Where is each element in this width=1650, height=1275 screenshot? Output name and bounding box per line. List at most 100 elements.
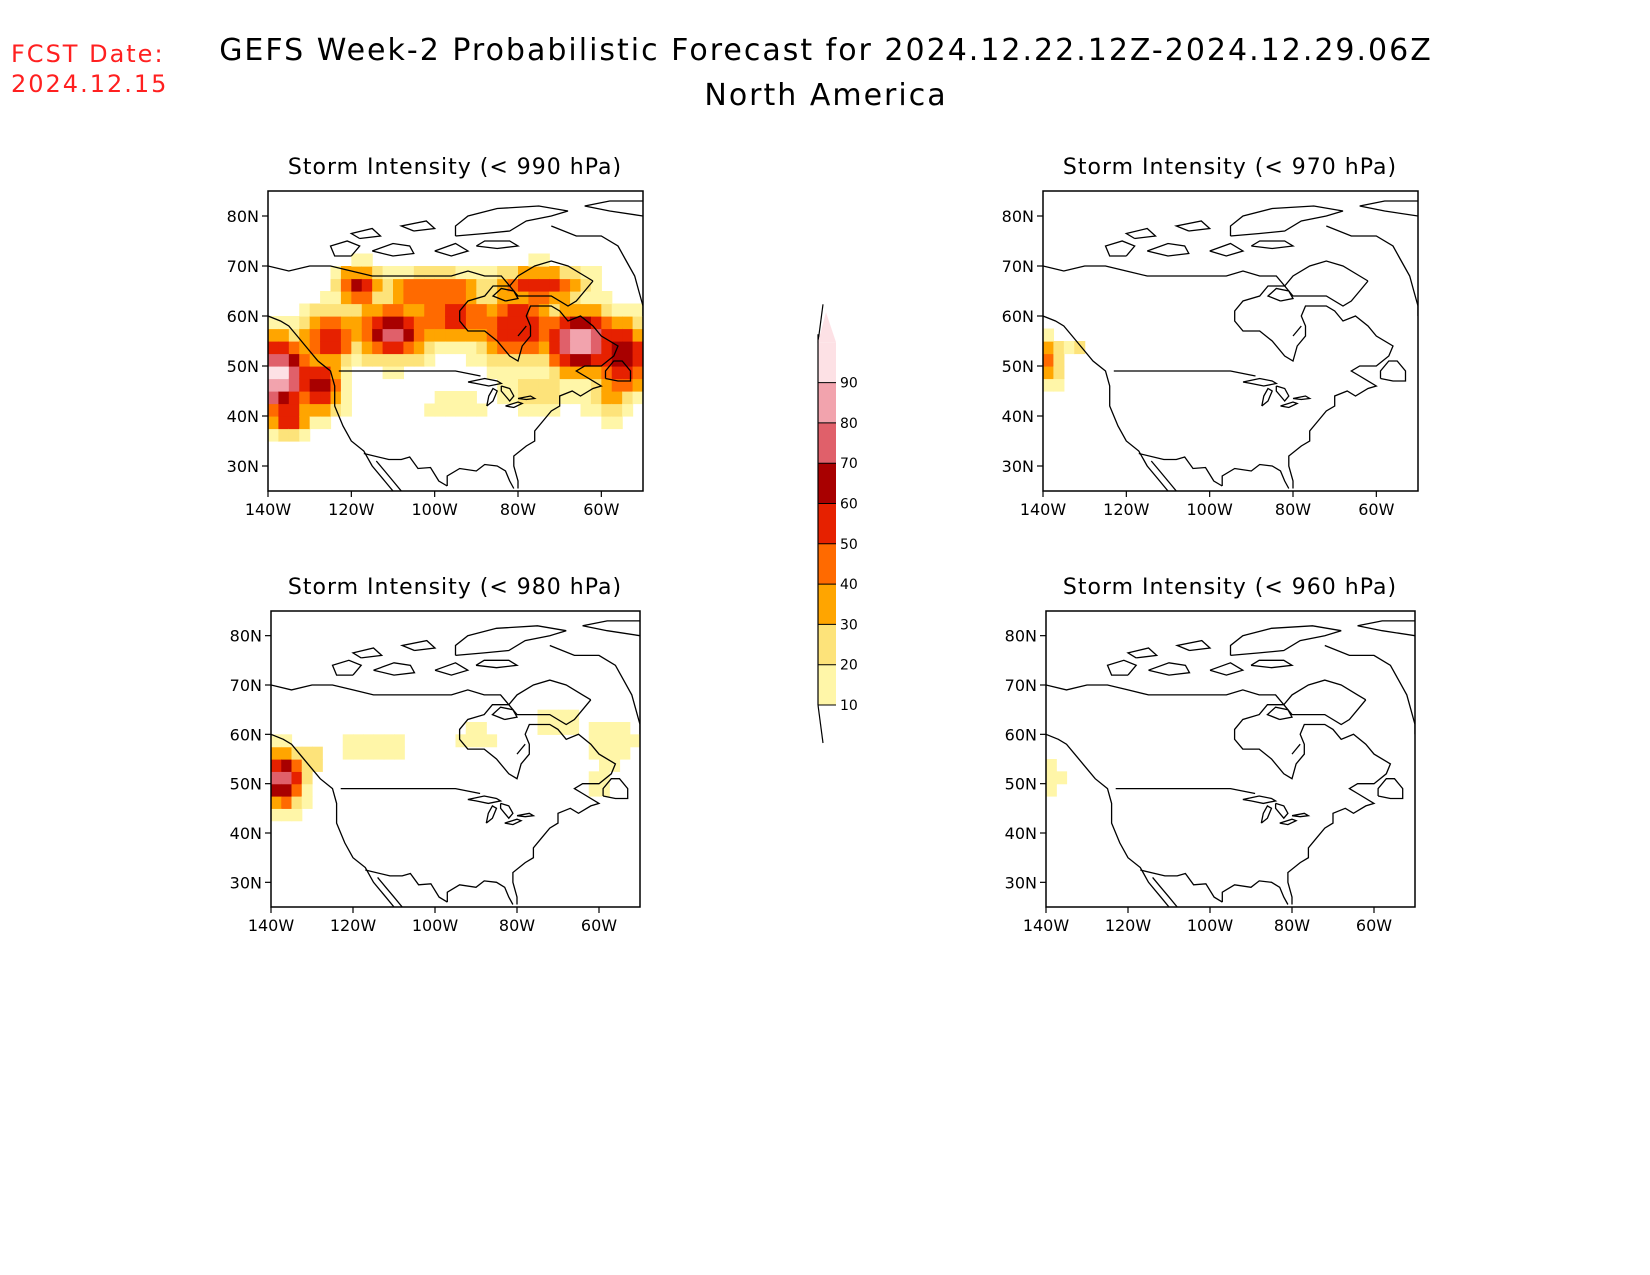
coastline	[1221, 463, 1290, 489]
fcst-date-label: FCST Date:	[11, 40, 165, 68]
probability-cell	[299, 303, 311, 317]
probability-cell	[619, 746, 631, 760]
probability-cell	[271, 796, 282, 809]
probability-cell	[476, 722, 487, 735]
probability-cell	[288, 416, 300, 430]
probability-cell	[288, 328, 300, 342]
probability-cell	[340, 291, 352, 305]
probability-cell	[549, 266, 561, 280]
probability-cell	[528, 316, 540, 330]
coastline	[1150, 460, 1177, 491]
probability-cell	[599, 783, 610, 797]
probability-cell	[476, 403, 488, 417]
probability-cell	[622, 353, 634, 367]
probability-cell	[278, 403, 290, 417]
coastline	[584, 200, 643, 217]
probability-cell	[588, 771, 600, 785]
probability-cell	[476, 341, 488, 355]
probability-cell	[507, 378, 519, 392]
lon-label: 80W	[499, 916, 535, 935]
probability-cell	[288, 353, 300, 367]
coastline	[1221, 880, 1289, 905]
probability-cell	[632, 378, 643, 392]
probability-cell	[476, 316, 488, 330]
probability-cell	[372, 291, 384, 305]
colorbar-cap-top	[817, 304, 824, 343]
probability-cell	[361, 353, 373, 367]
coastlines	[268, 200, 643, 491]
probability-cell	[413, 266, 425, 280]
probability-cell	[351, 253, 363, 267]
probability-cell	[570, 378, 582, 392]
probability-cell	[559, 303, 571, 317]
probability-cell	[361, 328, 373, 342]
coastline	[365, 869, 448, 903]
probability-cell	[590, 266, 602, 280]
probability-cell	[601, 328, 613, 342]
probability-cell	[393, 316, 405, 330]
colorbar-segment	[818, 342, 836, 383]
probability-cell	[288, 378, 300, 392]
probability-cell	[340, 278, 352, 292]
probability-cell	[424, 291, 436, 305]
colorbar-label: 80	[840, 416, 858, 432]
coastline	[1266, 706, 1294, 721]
coastline	[505, 401, 524, 409]
probability-cell	[413, 303, 425, 317]
probability-cell	[622, 341, 634, 355]
coastline	[1174, 639, 1212, 652]
probability-cell	[299, 391, 311, 405]
lat-label: 80N	[227, 207, 259, 226]
probability-cell	[281, 783, 293, 797]
probability-cell	[281, 796, 293, 809]
coastline	[1046, 733, 1170, 907]
probability-cell	[622, 391, 634, 405]
probability-cell	[445, 278, 457, 292]
probability-cell	[588, 722, 600, 735]
probability-cell	[309, 378, 321, 392]
probability-cell	[580, 341, 592, 355]
probability-cell	[434, 266, 446, 280]
probability-cell	[413, 316, 425, 330]
coastline	[1126, 647, 1159, 659]
probability-cell	[601, 291, 613, 305]
probability-cell	[361, 303, 373, 317]
probability-cell	[619, 722, 631, 735]
lat-label: 60N	[1002, 307, 1034, 326]
probability-cell	[590, 316, 602, 330]
probability-cell	[363, 734, 375, 748]
probability-cell	[424, 316, 436, 330]
coastline	[371, 242, 415, 257]
probability-cell	[351, 316, 363, 330]
colorbar-label: 60	[840, 497, 858, 513]
probability-cell	[1043, 341, 1055, 355]
probability-field	[1043, 200, 1418, 491]
probability-cell	[507, 341, 519, 355]
probability-cell	[1053, 378, 1065, 392]
coastline	[1124, 227, 1157, 240]
probability-cell	[507, 353, 519, 367]
probability-cell	[340, 316, 352, 330]
probability-cell	[445, 391, 457, 405]
probability-cell	[299, 428, 311, 442]
coastline	[1242, 795, 1278, 805]
probability-cell	[268, 353, 280, 367]
probability-cell	[599, 771, 610, 785]
probability-cell	[372, 316, 384, 330]
probability-cell	[299, 378, 311, 392]
probability-cell	[580, 278, 592, 292]
probability-cell	[1046, 759, 1057, 772]
probability-cell	[281, 771, 293, 785]
probability-cell	[538, 328, 550, 342]
probability-cell	[320, 303, 332, 317]
probability-cell	[518, 353, 530, 367]
probability-cell	[497, 303, 509, 317]
probability-cell	[538, 391, 550, 405]
probability-cell	[455, 341, 467, 355]
probability-cell	[476, 266, 488, 280]
coastline	[1291, 812, 1311, 818]
map-panels: Storm Intensity (< 990 hPa) 80N 70N 60N 50N 4…	[227, 155, 1419, 935]
probability-cell	[434, 303, 446, 317]
coastline	[1229, 205, 1344, 237]
probability-cell	[528, 328, 540, 342]
